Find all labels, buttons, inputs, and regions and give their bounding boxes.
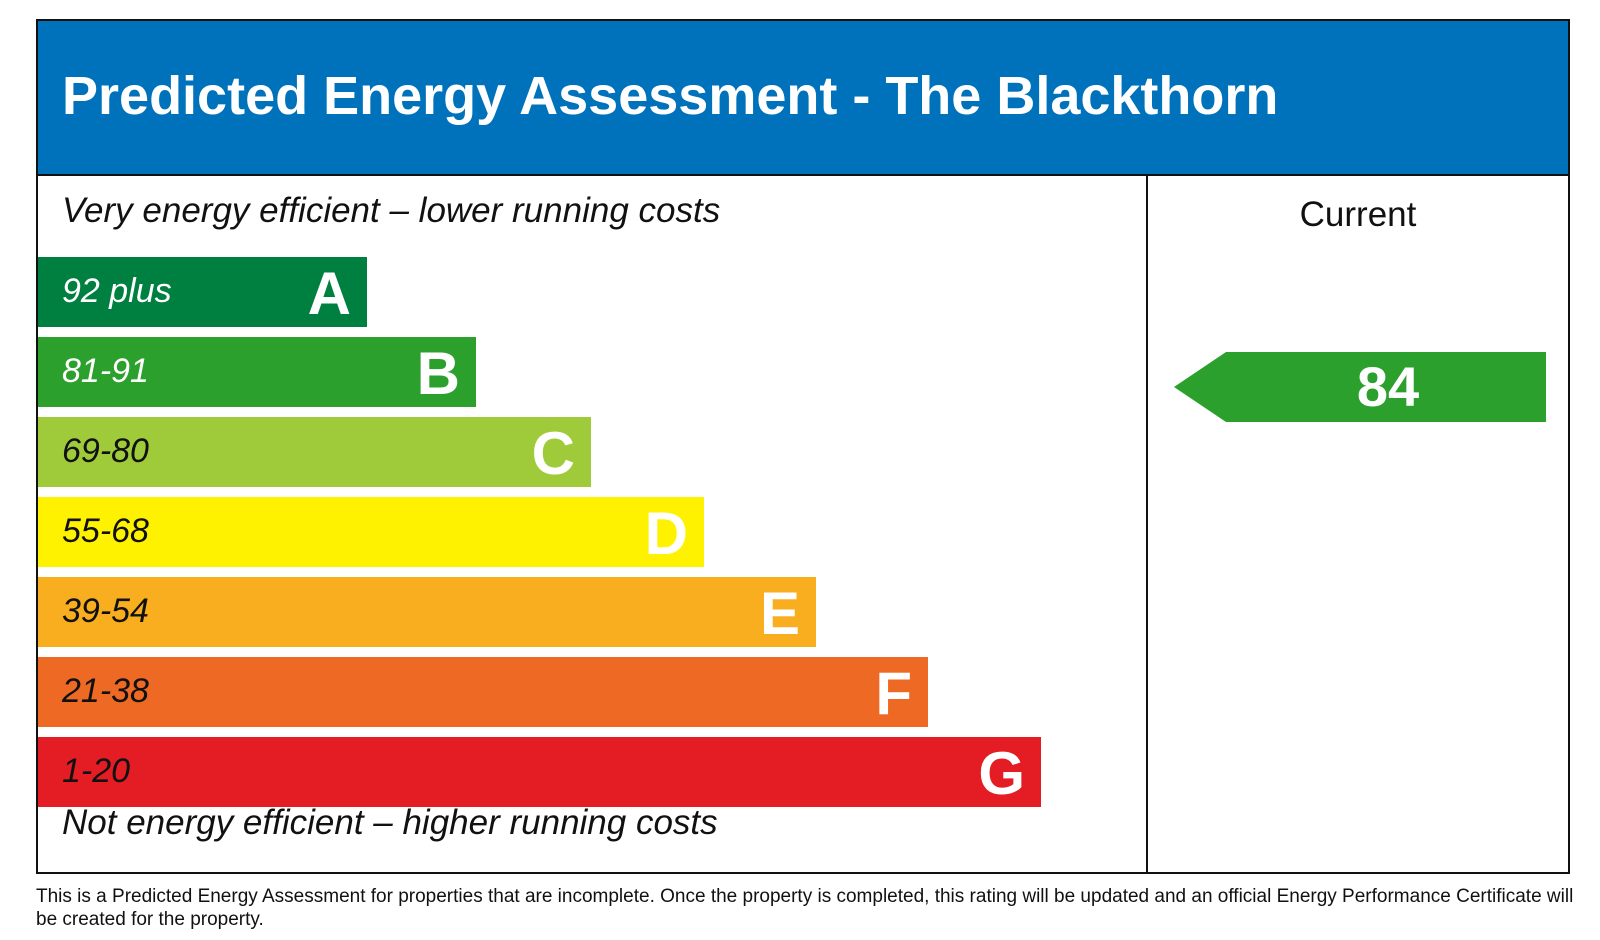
rating-letter: E bbox=[759, 580, 800, 647]
chart-title: Predicted Energy Assessment - The Blackt… bbox=[62, 66, 1279, 126]
inefficient-label: Not energy efficient – higher running co… bbox=[62, 803, 718, 842]
rating-range: 21-38 bbox=[62, 672, 149, 710]
rating-bar-f: 21-38 F bbox=[38, 657, 928, 727]
current-rating-value: 84 bbox=[1357, 355, 1419, 418]
rating-range: 81-91 bbox=[62, 352, 149, 390]
rating-letter: G bbox=[978, 740, 1025, 807]
rating-range: 55-68 bbox=[62, 512, 149, 550]
rating-range: 69-80 bbox=[62, 432, 149, 470]
rating-range: 1-20 bbox=[62, 752, 131, 790]
current-column-header: Current bbox=[1299, 195, 1417, 234]
rating-range: 39-54 bbox=[62, 592, 149, 630]
rating-letter: A bbox=[307, 260, 351, 327]
rating-bar-b: 81-91 B bbox=[38, 337, 476, 407]
rating-bar-c: 69-80 C bbox=[38, 417, 591, 487]
rating-bar-d: 55-68 D bbox=[38, 497, 704, 567]
rating-letter: D bbox=[644, 500, 688, 567]
rating-letter: B bbox=[416, 340, 460, 407]
rating-bar-e: 39-54 E bbox=[38, 577, 816, 647]
epc-chart: Predicted Energy Assessment - The Blackt… bbox=[36, 19, 1570, 874]
rating-bar-a: 92 plus A bbox=[38, 257, 367, 327]
footer-note: This is a Predicted Energy Assessment fo… bbox=[36, 886, 1574, 930]
header: Predicted Energy Assessment - The Blackt… bbox=[38, 21, 1568, 176]
rating-range: 92 plus bbox=[62, 272, 172, 310]
rating-letter: F bbox=[875, 660, 912, 727]
efficient-label: Very energy efficient – lower running co… bbox=[62, 191, 721, 230]
column-divider bbox=[1146, 174, 1148, 872]
current-rating-arrow-shape bbox=[1174, 352, 1546, 422]
rating-letter: C bbox=[531, 420, 575, 487]
rating-bar-g: 1-20 G bbox=[38, 737, 1041, 807]
current-rating-arrow: 84 bbox=[1174, 352, 1546, 422]
